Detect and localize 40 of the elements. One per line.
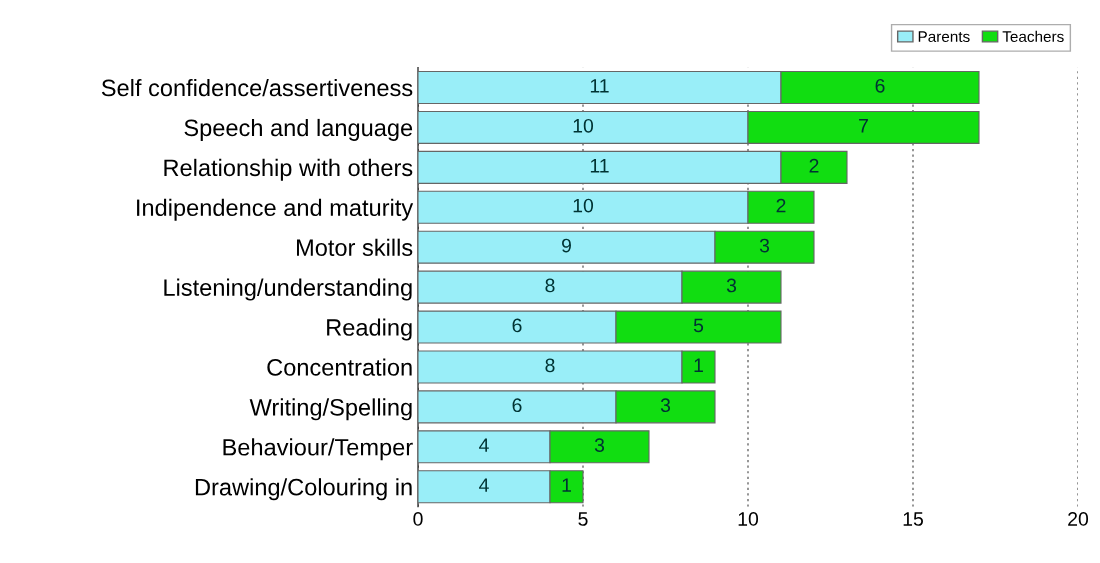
legend-label: Teachers: [1002, 30, 1064, 43]
data-label: 1: [694, 358, 703, 372]
y-tick-label: Listening/understanding: [164, 278, 412, 301]
data-label: 4: [479, 438, 489, 452]
legend-label: Parents: [918, 31, 970, 43]
y-tick-label: Reading: [327, 318, 412, 341]
data-label: 10: [573, 118, 594, 133]
x-tick-label: 15: [903, 512, 923, 526]
y-tick-label: Self confidence/assertiveness: [101, 78, 413, 97]
data-label: 9: [562, 238, 571, 253]
data-label: 1: [562, 478, 571, 492]
data-label: 8: [545, 358, 555, 373]
data-label: 3: [759, 238, 770, 253]
data-label: 8: [545, 278, 555, 293]
x-tick-label: 10: [738, 512, 759, 526]
y-tick-label: Relationship with others: [164, 158, 413, 181]
y-tick-label: Motor skills: [297, 238, 413, 256]
x-tick-label: 20: [1068, 512, 1089, 526]
x-tick-label: 0: [413, 512, 423, 526]
data-label: 10: [573, 198, 594, 213]
data-label: 6: [875, 78, 885, 93]
data-label: 7: [859, 119, 868, 133]
y-tick-label: Drawing/Colouring in: [195, 478, 412, 501]
y-tick-label: Behaviour/Temper: [223, 438, 413, 461]
y-tick-label: Concentration: [267, 358, 412, 376]
data-label: 11: [590, 79, 609, 93]
data-label: 3: [726, 278, 737, 293]
data-label: 2: [776, 198, 786, 213]
data-label: 6: [512, 318, 522, 333]
y-tick-label: Speech and language: [184, 118, 413, 141]
data-label: 11: [590, 159, 609, 173]
data-label: 6: [512, 398, 522, 413]
y-tick-label: Indipendence and maturity: [137, 198, 414, 221]
data-label: 4: [479, 478, 489, 492]
data-label: 2: [809, 158, 819, 173]
data-label: 3: [660, 398, 671, 413]
x-tick-label: 5: [578, 512, 588, 526]
data-label: 3: [594, 438, 605, 453]
y-tick-label: Writing/Spelling: [249, 398, 412, 421]
data-label: 5: [693, 318, 704, 333]
